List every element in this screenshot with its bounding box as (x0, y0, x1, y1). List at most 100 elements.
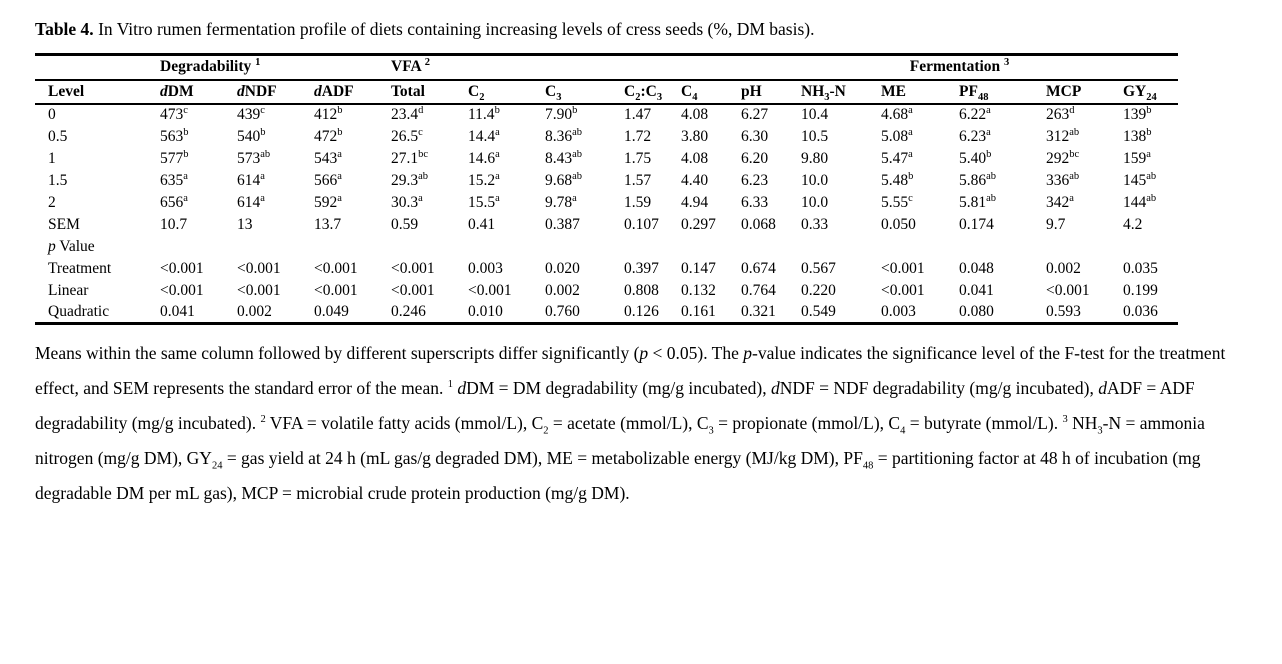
table-cell: 29.3ab (391, 170, 429, 189)
table-cell: 0.050 (881, 215, 916, 233)
table-row: Linear <0.001 <0.001 <0.001 <0.001 <0.001 0.00… (35, 280, 1178, 302)
column-header: dADF (314, 79, 391, 105)
table-cell: 8.36ab (545, 126, 583, 145)
table-cell: 614a (237, 170, 265, 189)
table-cell: 1.75 (624, 149, 652, 167)
table-cell: 0.199 (1123, 281, 1158, 299)
row-label: Treatment (48, 259, 112, 277)
table-cell: 1.57 (624, 171, 652, 189)
table-cell: 15.2a (468, 170, 500, 189)
column-header: dNDF (237, 79, 314, 105)
table-cell: 4.68a (881, 104, 913, 123)
table-cell: 9.78a (545, 192, 577, 211)
table-cell: <0.001 (237, 259, 281, 277)
table-cell: 0.297 (681, 215, 716, 233)
table-cell: 14.6a (468, 148, 500, 167)
column-header: GY24 (1123, 79, 1179, 105)
spanner-empty-cell (35, 54, 160, 81)
spanner-vfa: VFA 2 (391, 54, 741, 81)
spanner-fermentation: Fermentation 3 (741, 54, 1179, 81)
fermentation-table: Degradability 1 VFA 2 Fermentation 3 Level d… (35, 53, 1179, 325)
table-cell: 10.4 (801, 106, 829, 123)
table-cell: 6.23 (741, 171, 769, 189)
table-row: SEM 10.7 13 13.7 0.59 0.41 0.387 0.107 0.297 0.06… (35, 214, 1178, 236)
table-cell: 656a (160, 192, 188, 211)
table-row: 0.5 563b 540b 472b 26.5c 14.4a 8.36ab 1.72 3.80 6… (35, 126, 1178, 148)
table-cell: 0.048 (959, 259, 994, 277)
table-row: 1.5 635a 614a 566a 29.3ab 15.2a 9.68ab 1.57 4.40… (35, 170, 1178, 192)
header-row: Level dDM dNDF dADF Total C2 C3 C2:C3 C4 pH NH3-N M… (35, 79, 1179, 105)
table-cell (741, 236, 801, 258)
table-cell: <0.001 (391, 281, 435, 299)
spanner-degradability: Degradability 1 (160, 54, 391, 81)
table-cell: 15.5a (468, 192, 500, 211)
table-row: Quadratic 0.041 0.002 0.049 0.246 0.010 0.760 0… (35, 302, 1178, 324)
table-cell: 1.72 (624, 127, 652, 145)
table-cell: 0.003 (468, 259, 503, 277)
table-row: p Value (35, 236, 1178, 258)
table-cell: 0.397 (624, 259, 659, 277)
table-cell: 0.549 (801, 302, 836, 320)
table-caption-label: Table 4. (35, 19, 94, 39)
row-label: Linear (48, 281, 89, 299)
table-cell: <0.001 (314, 259, 358, 277)
table-cell: 9.68ab (545, 170, 583, 189)
table-cell (681, 236, 741, 258)
table-cell: <0.001 (391, 259, 435, 277)
table-cell: 4.94 (681, 193, 709, 211)
table-cell: 145ab (1123, 170, 1157, 189)
column-header: dDM (160, 79, 237, 105)
table-cell: 1.47 (624, 106, 652, 123)
table-cell: 0.080 (959, 302, 994, 320)
table-cell: 27.1bc (391, 148, 429, 167)
table-cell: 5.40b (959, 148, 992, 167)
table-cell: 635a (160, 170, 188, 189)
table-cell: 7.90b (545, 104, 578, 123)
table-cell: 9.7 (1046, 215, 1066, 233)
column-header: C2 (468, 79, 545, 105)
column-header: MCP (1046, 79, 1123, 105)
table-cell: 5.47a (881, 148, 913, 167)
row-label: Quadratic (48, 302, 110, 320)
column-header: Total (391, 79, 468, 105)
table-cell (1046, 236, 1123, 258)
document-page: Table 4. In Vitro rumen fermentation pro… (35, 12, 1251, 503)
table-cell: 4.40 (681, 171, 709, 189)
table-cell: <0.001 (468, 281, 512, 299)
row-label: 1.5 (48, 171, 68, 189)
table-cell: 0.41 (468, 215, 496, 233)
table-cell: 8.43ab (545, 148, 583, 167)
table-cell: 412b (314, 104, 343, 123)
table-cell: 11.4b (468, 104, 500, 123)
table-caption: Table 4. In Vitro rumen fermentation pro… (35, 12, 1251, 47)
table-cell: 13 (237, 215, 253, 233)
column-header: ME (881, 79, 959, 105)
table-cell: 0.126 (624, 302, 659, 320)
table-cell: 0.068 (741, 215, 776, 233)
table-cell: 566a (314, 170, 342, 189)
table-cell: 159a (1123, 148, 1151, 167)
table-cell: 0.003 (881, 302, 916, 320)
table-cell: 573ab (237, 148, 271, 167)
table-cell: 577b (160, 148, 189, 167)
column-header: C4 (681, 79, 741, 105)
table-cell: 138b (1123, 126, 1152, 145)
table-caption-text: In Vitro rumen fermentation profile of d… (93, 19, 815, 39)
table-cell: 10.0 (801, 193, 829, 211)
table-cell: 0.59 (391, 215, 419, 233)
table-cell: 0.387 (545, 215, 580, 233)
row-label: 0.5 (48, 127, 68, 145)
column-header: NH3-N (801, 79, 881, 105)
table-cell (959, 236, 1046, 258)
table-cell: 5.86ab (959, 170, 997, 189)
table-cell: 0.107 (624, 215, 659, 233)
table-row: Treatment <0.001 <0.001 <0.001 <0.001 0.003 0.… (35, 258, 1178, 280)
table-cell (237, 236, 314, 258)
column-header: C3 (545, 79, 624, 105)
row-label: 2 (48, 193, 56, 211)
table-cell: 0.674 (741, 259, 776, 277)
table-cell: 30.3a (391, 192, 423, 211)
table-cell: 0.246 (391, 302, 426, 320)
table-cell: <0.001 (160, 259, 204, 277)
table-cell: 0.764 (741, 281, 776, 299)
